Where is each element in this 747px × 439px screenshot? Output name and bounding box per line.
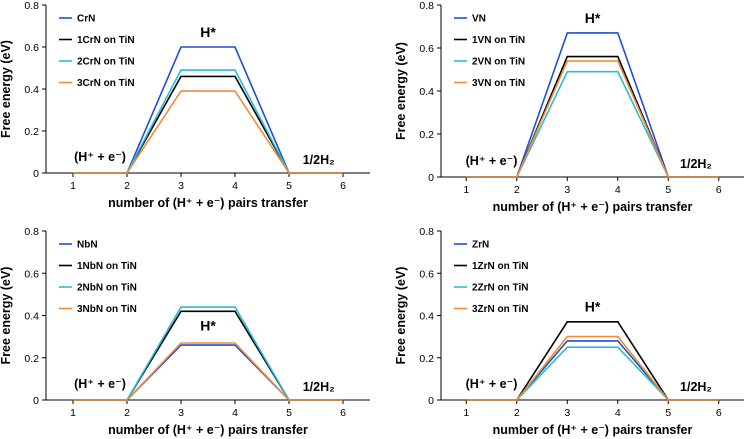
series-line-4	[466, 60, 719, 178]
legend-entry: 3NbN on TiN	[77, 304, 137, 315]
x-tick-label: 2	[124, 180, 130, 192]
legend-entry: 3CrN on TiN	[77, 78, 135, 89]
y-axis-label: Free energy (eV)	[394, 42, 408, 140]
intermediate-annotation: H*	[200, 317, 216, 333]
x-tick-label: 3	[564, 407, 570, 419]
legend-entry: 1CrN on TiN	[77, 35, 135, 46]
x-tick-label: 1	[70, 407, 76, 419]
y-axis-label: Free energy (eV)	[0, 40, 13, 138]
reactant-annotation: (H⁺ + e⁻)	[74, 150, 126, 164]
y-tick-label: 0.2	[419, 353, 434, 365]
x-axis-label: number of (H⁺ + e⁻) pairs transfer	[493, 423, 693, 437]
intermediate-annotation: H*	[200, 24, 216, 40]
y-tick-label: 0.4	[24, 311, 39, 323]
y-tick-label: 0.2	[419, 129, 434, 141]
y-tick-label: 0.6	[24, 42, 39, 54]
x-tick-label: 5	[286, 180, 292, 192]
x-tick-label: 6	[340, 180, 346, 192]
legend-entry: 1VN on TiN	[472, 35, 525, 46]
x-tick-label: 2	[514, 184, 520, 196]
y-tick-label: 0.8	[419, 0, 434, 12]
intermediate-annotation: H*	[585, 10, 601, 26]
y-tick-label: 0	[428, 172, 434, 184]
y-tick-label: 0	[33, 168, 39, 180]
x-tick-label: 6	[340, 407, 346, 419]
product-annotation: 1/2H₂	[680, 157, 712, 171]
x-tick-label: 5	[286, 407, 292, 419]
x-tick-label: 2	[124, 407, 130, 419]
legend-entry: NbN	[77, 240, 98, 251]
y-axis-label: Free energy (eV)	[0, 267, 13, 365]
x-tick-label: 1	[463, 184, 469, 196]
x-tick-label: 1	[70, 180, 76, 192]
reactant-annotation: (H⁺ + e⁻)	[74, 377, 126, 391]
legend-entry: VN	[472, 14, 486, 25]
x-tick-label: 4	[232, 180, 238, 192]
x-tick-label: 1	[463, 407, 469, 419]
x-tick-label: 2	[514, 407, 520, 419]
x-tick-label: 3	[564, 184, 570, 196]
chart-panel-4: 0 0.2 0.4 0.6 0.8 1 2 3 4 5 6 Free energy (eV) numbe…	[394, 226, 744, 437]
y-tick-label: 0.6	[419, 268, 434, 280]
y-tick-label: 0.4	[419, 311, 434, 323]
series-line-4	[73, 342, 343, 401]
intermediate-annotation: H*	[585, 298, 601, 314]
x-tick-label: 6	[716, 184, 722, 196]
y-tick-label: 0.8	[419, 226, 434, 238]
series-line-4	[73, 90, 343, 174]
legend-entry: ZrN	[472, 240, 489, 251]
product-annotation: 1/2H₂	[680, 380, 712, 394]
legend-entry: 2ZrN on TiN	[472, 283, 528, 294]
x-tick-label: 5	[665, 184, 671, 196]
x-tick-label: 5	[665, 407, 671, 419]
chart-panel-1: 0 0.2 0.4 0.6 0.8 1 2 3 4 5 6 Free energy (eV) numbe…	[0, 0, 370, 210]
x-axis-label: number of (H⁺ + e⁻) pairs transfer	[108, 196, 308, 210]
legend-entry: 1ZrN on TiN	[472, 261, 528, 272]
x-tick-label: 3	[178, 180, 184, 192]
y-tick-label: 0.6	[419, 43, 434, 55]
x-axis-label: number of (H⁺ + e⁻) pairs transfer	[108, 423, 308, 437]
y-tick-label: 0	[33, 395, 39, 407]
reactant-annotation: (H⁺ + e⁻)	[466, 154, 518, 168]
reactant-annotation: (H⁺ + e⁻)	[466, 377, 518, 391]
chart-panel-2: 0 0.2 0.4 0.6 0.8 1 2 3 4 5 6 Free energy (eV) numbe…	[394, 0, 744, 214]
x-tick-label: 4	[615, 184, 621, 196]
x-axis-label: number of (H⁺ + e⁻) pairs transfer	[493, 200, 693, 214]
y-tick-label: 0.8	[24, 226, 39, 238]
y-tick-label: 0	[428, 395, 434, 407]
y-tick-label: 0.8	[24, 0, 39, 12]
product-annotation: 1/2H₂	[303, 380, 335, 394]
y-tick-label: 0.4	[24, 84, 39, 96]
legend-entry: CrN	[77, 14, 95, 25]
x-tick-label: 3	[178, 407, 184, 419]
y-tick-label: 0.4	[419, 86, 434, 98]
legend-entry: 3VN on TiN	[472, 78, 525, 89]
product-annotation: 1/2H₂	[303, 153, 335, 167]
legend-entry: 2NbN on TiN	[77, 283, 137, 294]
legend-entry: 1NbN on TiN	[77, 261, 137, 272]
series-line-4	[466, 335, 719, 401]
y-tick-label: 0.6	[24, 268, 39, 280]
legend-entry: 2CrN on TiN	[77, 57, 135, 68]
y-tick-label: 0.2	[24, 126, 39, 138]
chart-panel-3: 0 0.2 0.4 0.6 0.8 1 2 3 4 5 6 Free energy (eV) numbe…	[0, 226, 370, 437]
x-tick-label: 4	[615, 407, 621, 419]
legend-entry: 3ZrN on TiN	[472, 304, 528, 315]
y-tick-label: 0.2	[24, 353, 39, 365]
x-tick-label: 4	[232, 407, 238, 419]
y-axis-label: Free energy (eV)	[394, 267, 408, 365]
legend-entry: 2VN on TiN	[472, 57, 525, 68]
x-tick-label: 6	[716, 407, 722, 419]
